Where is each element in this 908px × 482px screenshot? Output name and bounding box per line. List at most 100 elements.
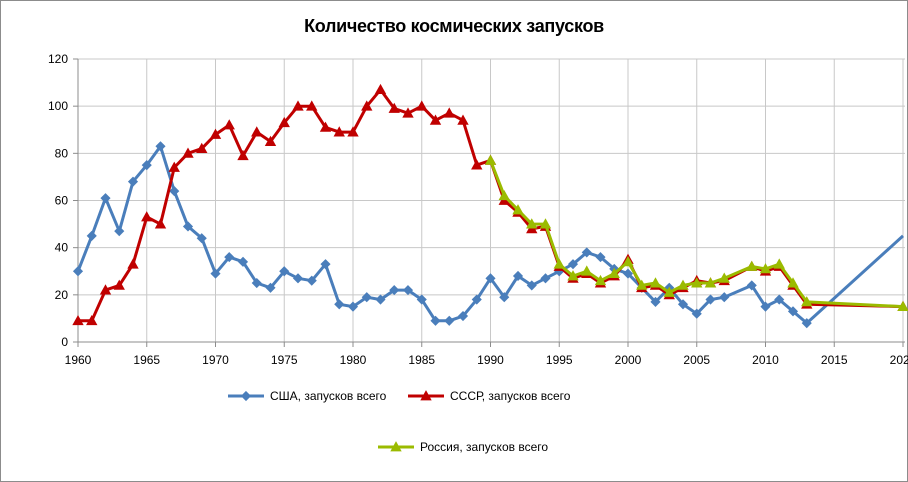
data-point-ussr	[127, 258, 139, 269]
data-point-ussr	[374, 83, 387, 95]
data-point-usa	[196, 233, 207, 244]
legend-marker	[390, 441, 402, 452]
data-point-ussr	[292, 100, 304, 111]
data-point-usa	[746, 280, 757, 291]
data-point-usa	[292, 273, 304, 284]
data-point-usa	[774, 294, 785, 305]
series-russia	[484, 154, 908, 312]
y-tick-label: 100	[48, 99, 68, 113]
data-point-usa	[72, 266, 84, 277]
chart-title: Количество космических запусков	[304, 16, 604, 36]
data-point-usa	[141, 160, 152, 171]
data-point-usa	[512, 270, 524, 282]
data-point-russia	[746, 260, 758, 271]
x-tick-label: 1995	[546, 353, 573, 367]
x-tick-label: 1960	[65, 353, 92, 367]
data-point-usa	[719, 292, 730, 303]
legend-item-russia: Россия, запусков всего	[378, 440, 548, 454]
data-point-usa	[650, 296, 661, 307]
data-point-usa	[375, 294, 386, 305]
data-point-russia	[622, 255, 634, 267]
data-point-usa	[224, 252, 235, 263]
y-tick-label: 0	[61, 335, 68, 349]
data-point-russia	[539, 218, 552, 229]
data-point-usa	[334, 299, 345, 310]
y-tick-label: 40	[55, 241, 69, 255]
data-point-usa	[526, 280, 537, 291]
x-tick-label: 1985	[408, 353, 435, 367]
data-point-usa	[169, 186, 180, 197]
data-point-usa	[801, 318, 812, 329]
data-point-ussr	[402, 107, 414, 118]
data-point-usa	[347, 301, 359, 312]
data-point-ussr	[278, 116, 290, 128]
grid-lines	[78, 58, 905, 342]
y-tick-label: 60	[55, 194, 69, 208]
data-point-usa	[416, 294, 427, 305]
data-point-usa	[265, 282, 276, 293]
data-point-russia	[649, 277, 662, 288]
data-point-ussr	[361, 100, 373, 111]
x-tick-label: 2020	[890, 353, 908, 367]
data-point-usa	[760, 301, 771, 312]
data-point-ussr	[443, 107, 455, 118]
data-point-usa	[389, 285, 400, 296]
data-point-usa	[237, 256, 249, 267]
data-point-ussr	[388, 102, 400, 113]
data-point-russia	[759, 263, 772, 274]
data-point-russia	[553, 258, 565, 269]
data-point-ussr	[457, 114, 469, 125]
data-point-russia	[787, 277, 799, 288]
data-point-ussr	[113, 279, 125, 290]
x-tick-label: 1970	[202, 353, 229, 367]
data-point-usa	[361, 292, 372, 303]
data-point-usa	[306, 275, 317, 286]
data-point-usa	[485, 273, 496, 284]
data-point-russia	[567, 270, 579, 281]
y-tick-label: 80	[55, 146, 69, 160]
legend-item-ussr: СССР, запусков всего	[408, 389, 571, 403]
data-point-ussr	[86, 314, 98, 326]
data-point-russia	[773, 258, 785, 269]
data-point-russia	[718, 272, 730, 283]
x-tick-label: 1990	[477, 353, 504, 367]
data-point-usa	[155, 141, 166, 152]
x-tick-label: 1965	[133, 353, 160, 367]
data-point-usa	[457, 310, 469, 322]
legend-label: Россия, запусков всего	[420, 440, 548, 454]
data-point-usa	[402, 285, 414, 296]
data-point-russia	[636, 279, 648, 290]
x-tick-label: 2010	[752, 353, 779, 367]
data-point-ussr	[209, 128, 222, 139]
data-point-usa	[471, 294, 482, 305]
data-point-ussr	[471, 159, 483, 170]
data-point-usa	[499, 292, 510, 303]
data-point-russia	[498, 189, 510, 201]
x-tick-label: 2000	[615, 353, 642, 367]
data-point-usa	[444, 315, 455, 326]
legend-label: СССР, запусков всего	[450, 389, 571, 403]
data-point-ussr	[182, 147, 194, 158]
axes	[73, 58, 905, 347]
x-tick-label: 2005	[683, 353, 710, 367]
data-point-ussr	[237, 149, 249, 161]
legend-label: США, запусков всего	[270, 389, 387, 403]
data-point-ussr	[99, 284, 112, 295]
data-point-ussr	[141, 211, 153, 222]
data-point-ussr	[72, 314, 84, 326]
data-point-ussr	[196, 142, 208, 154]
x-tick-label: 1980	[340, 353, 367, 367]
legend-marker	[240, 390, 252, 402]
series-usa	[72, 141, 905, 329]
data-point-usa	[114, 226, 125, 237]
data-point-usa	[567, 259, 579, 270]
data-point-ussr	[251, 126, 263, 137]
data-point-usa	[210, 268, 221, 279]
data-point-usa	[279, 266, 290, 277]
data-point-russia	[704, 277, 717, 288]
data-point-russia	[801, 296, 813, 307]
data-point-russia	[691, 277, 703, 288]
legend-marker	[420, 390, 432, 401]
